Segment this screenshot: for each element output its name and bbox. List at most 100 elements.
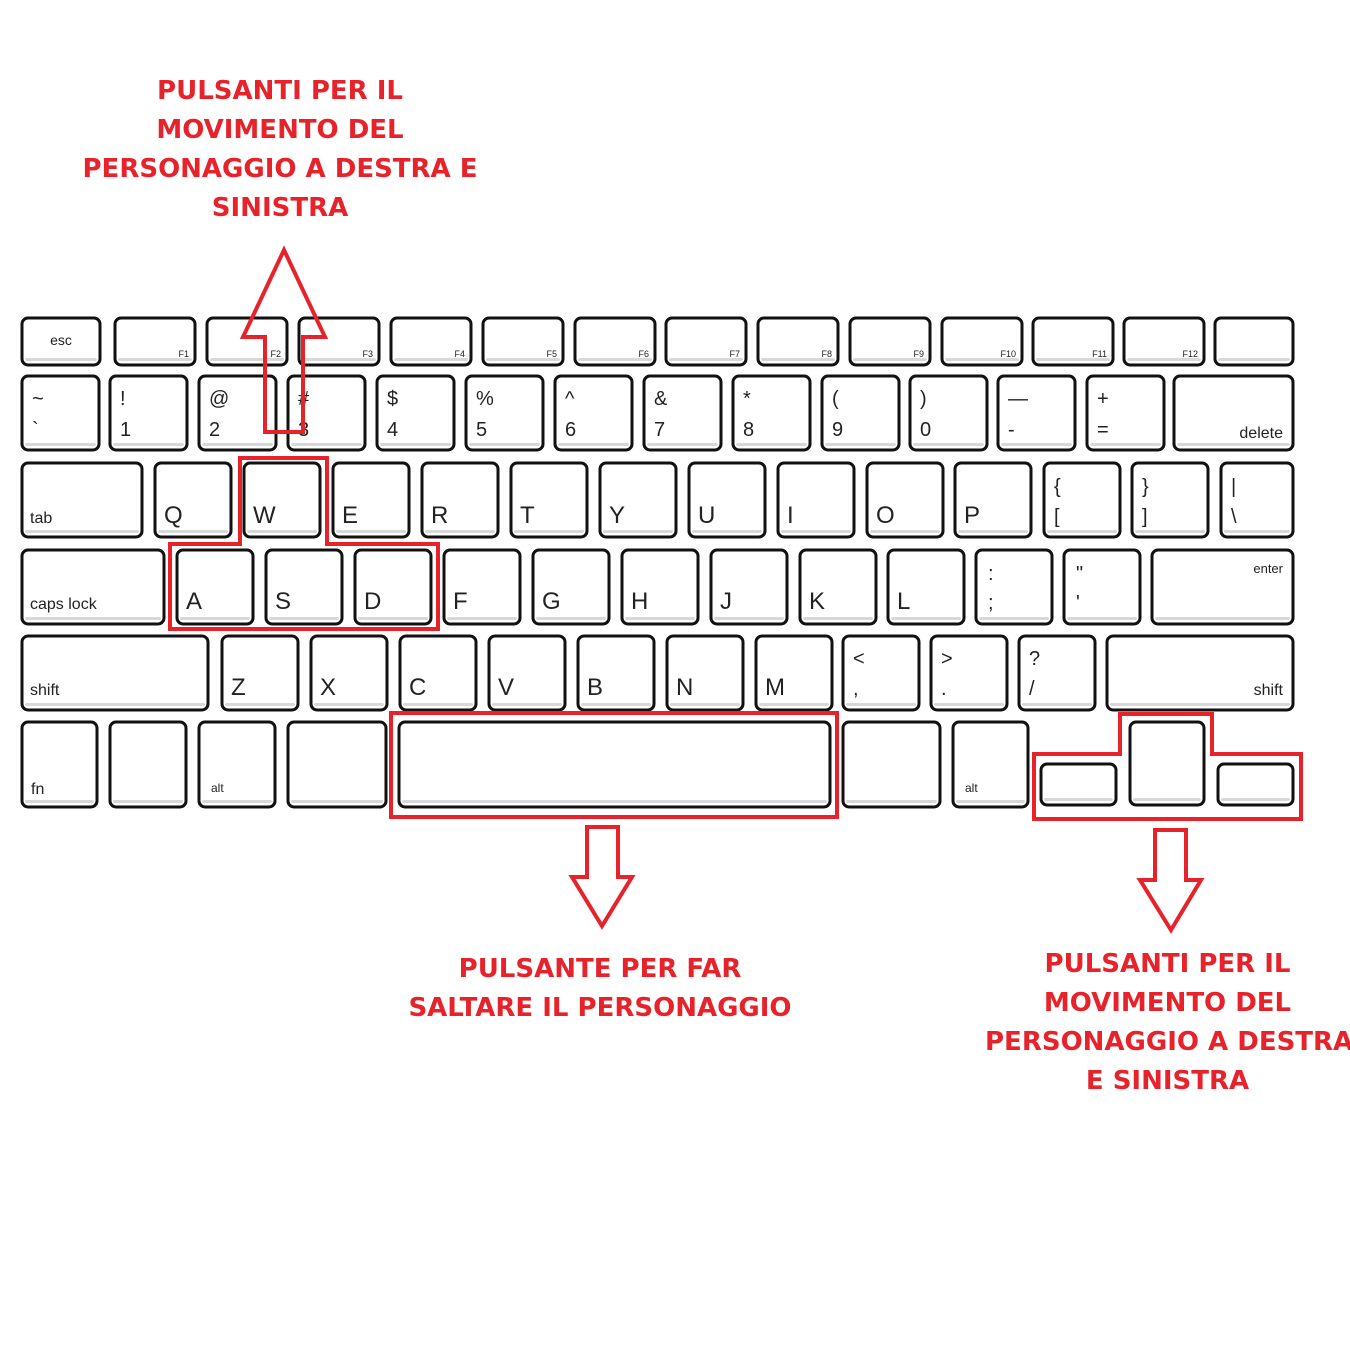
key-label-top: < bbox=[853, 648, 865, 670]
key-label: Y bbox=[609, 502, 625, 529]
key-label-top: @ bbox=[209, 388, 229, 410]
enter-key: enter bbox=[1150, 548, 1295, 626]
key-w: W bbox=[242, 461, 322, 539]
alt-left-key: alt bbox=[197, 720, 277, 809]
key-f5: F5 bbox=[481, 316, 565, 367]
key-label: G bbox=[542, 588, 561, 615]
key-percent: %5 bbox=[464, 374, 545, 452]
key-label: U bbox=[698, 502, 715, 529]
key-at: @2 bbox=[197, 374, 278, 452]
key-b: B bbox=[576, 634, 656, 712]
key-label-bottom: 5 bbox=[476, 419, 487, 441]
key-c: C bbox=[398, 634, 478, 712]
key-label-bottom: / bbox=[1029, 678, 1035, 700]
key-label-top: & bbox=[654, 388, 668, 410]
key-label: caps lock bbox=[30, 596, 98, 613]
key-k: K bbox=[798, 548, 878, 626]
key-label-top: " bbox=[1076, 563, 1083, 585]
key-label-bottom: ; bbox=[988, 592, 994, 614]
key-label: F8 bbox=[821, 349, 832, 359]
key-label-top: % bbox=[476, 388, 494, 410]
key-label: esc bbox=[50, 332, 72, 348]
arrows bbox=[239, 245, 1205, 934]
spacebar-key bbox=[397, 720, 832, 809]
key-label: F bbox=[453, 588, 468, 615]
key-t: T bbox=[509, 461, 589, 539]
key-label-top: ) bbox=[920, 388, 927, 410]
key-j: J bbox=[709, 548, 789, 626]
key-g: G bbox=[531, 548, 611, 626]
arrow-down-icon bbox=[568, 825, 636, 930]
key-label-bottom: 6 bbox=[565, 419, 576, 441]
key-label: F2 bbox=[270, 349, 281, 359]
key-label-bottom: \ bbox=[1231, 506, 1237, 528]
key-label: H bbox=[631, 588, 648, 615]
key-label-top: + bbox=[1097, 388, 1109, 410]
key-label-top: } bbox=[1142, 476, 1149, 498]
key-label: F4 bbox=[454, 349, 465, 359]
key-quote: "' bbox=[1062, 548, 1142, 626]
key-r: R bbox=[420, 461, 500, 539]
arrow-keys-highlight bbox=[1032, 712, 1303, 821]
key-label-bottom: ] bbox=[1142, 506, 1148, 528]
highlight-boxes bbox=[168, 456, 1303, 821]
key-colon: :; bbox=[974, 548, 1054, 626]
key-label-top: * bbox=[743, 388, 751, 410]
key-f7: F7 bbox=[664, 316, 748, 367]
key-q: Q bbox=[153, 461, 233, 539]
key-label-bottom: - bbox=[1008, 419, 1015, 441]
annotation-wasd: PULSANTI PER IL MOVIMENTO DEL PERSONAGGI… bbox=[82, 76, 478, 223]
key-d: D bbox=[353, 548, 433, 626]
key-label-bottom: 9 bbox=[832, 419, 843, 441]
key-f: F bbox=[442, 548, 522, 626]
key-label: K bbox=[809, 588, 825, 615]
command-right-key bbox=[841, 720, 942, 809]
key-label: A bbox=[186, 588, 202, 615]
annotation-arrow-keys: PULSANTI PER IL MOVIMENTO DEL PERSONAGGI… bbox=[985, 949, 1350, 1096]
key-label-bottom: 8 bbox=[743, 419, 754, 441]
spacebar-highlight bbox=[389, 711, 839, 819]
key-label: E bbox=[342, 502, 358, 529]
key-n: N bbox=[665, 634, 745, 712]
key-f3: F3 bbox=[297, 316, 381, 367]
key-f1: F1 bbox=[113, 316, 197, 367]
key-label: M bbox=[765, 674, 785, 701]
key-label: Q bbox=[164, 502, 183, 529]
key-label: F1 bbox=[178, 349, 189, 359]
key-label: B bbox=[587, 674, 603, 701]
command-left-key bbox=[286, 720, 388, 809]
key-label-bottom: 2 bbox=[209, 419, 220, 441]
key-label-top: : bbox=[988, 563, 994, 585]
key-label-bottom: ` bbox=[32, 419, 39, 441]
key-label-top: ? bbox=[1029, 648, 1040, 670]
key-label-bottom: = bbox=[1097, 419, 1109, 441]
key-label: L bbox=[897, 588, 910, 615]
key-label: tab bbox=[30, 510, 52, 527]
key-l: L bbox=[886, 548, 966, 626]
shift-left-key: shift bbox=[20, 634, 210, 712]
key-label: S bbox=[275, 588, 291, 615]
key-label-bottom: [ bbox=[1054, 506, 1060, 528]
key-u: U bbox=[687, 461, 767, 539]
key-v: V bbox=[487, 634, 567, 712]
key-z: Z bbox=[220, 634, 300, 712]
key-label: D bbox=[364, 588, 381, 615]
key-label: shift bbox=[1254, 682, 1284, 699]
key-minus: —- bbox=[996, 374, 1077, 452]
left-arrow-key bbox=[1039, 762, 1118, 807]
key-label: alt bbox=[211, 781, 224, 795]
key-label: P bbox=[964, 502, 980, 529]
up-arrow-key bbox=[1128, 720, 1206, 807]
key-dollar: $4 bbox=[375, 374, 456, 452]
fn-key: fn bbox=[20, 720, 99, 809]
key-f6: F6 bbox=[573, 316, 657, 367]
key-label-top: > bbox=[941, 648, 953, 670]
key-label: T bbox=[520, 502, 535, 529]
delete-key: delete bbox=[1172, 374, 1295, 452]
key-label: W bbox=[253, 502, 276, 529]
tab-key: tab bbox=[20, 461, 144, 539]
key-f8: F8 bbox=[756, 316, 840, 367]
key-label-top: ! bbox=[120, 388, 126, 410]
